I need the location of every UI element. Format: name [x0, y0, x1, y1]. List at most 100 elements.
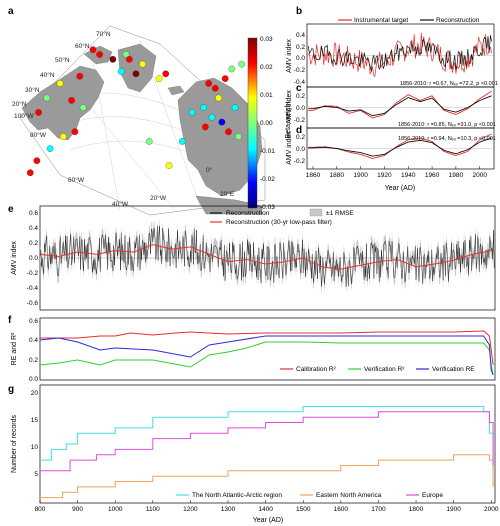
- b-series-instrumental: [307, 32, 492, 77]
- map-lat-label: 20°N: [12, 100, 27, 108]
- legend-item-ver-r2: Verification R²: [364, 366, 405, 373]
- e-series-reconstruction: [39, 225, 495, 287]
- panel-e-legend: Reconstruction ±1 RMSE Reconstruction (3…: [210, 208, 354, 226]
- e-ytick: 0.0: [29, 255, 38, 262]
- panel-d-stat: 1856-2010: r =0.94, Nₑₒ =10.3, p <0.001: [398, 136, 496, 142]
- g-ytick: 20: [31, 390, 39, 397]
- map-panel: 70°N 60°N 50°N 40°N 30°N 20°N 100°W 80°W…: [12, 25, 266, 216]
- e-ylabel: AMV index: [11, 241, 18, 275]
- map-lon-label: 20°E: [220, 190, 235, 198]
- map-site-dot: [132, 70, 140, 78]
- plot-c-series-1: [308, 95, 492, 117]
- panel-c-stat: 1856-2010: r =0.85, Nₑₒ =31.0, p <0.001: [398, 122, 496, 128]
- map-site-dot: [200, 104, 208, 111]
- panel-f-legend: Calibration R² Verification R² Verificat…: [280, 366, 475, 373]
- g-ytick: 15: [31, 417, 39, 424]
- map-site-dot: [68, 96, 75, 104]
- map-site-dot: [71, 128, 79, 136]
- b-series-reconstruction: [307, 35, 492, 72]
- d-ytick: 0.2: [296, 134, 305, 141]
- map-site-dot: [109, 55, 117, 63]
- map-site-dot: [235, 133, 242, 140]
- b-ytick: 0.4: [296, 32, 305, 39]
- d-xlabel: Year (AD): [385, 185, 415, 192]
- legend-item-nat-arctic: The North Atlantic-Arctic region: [192, 492, 282, 499]
- panel-label-e: e: [8, 204, 14, 215]
- colorbar-tick: 0.01: [260, 92, 273, 99]
- colorbar-tick: -0.03: [260, 204, 275, 211]
- g-series-2: [40, 411, 494, 472]
- colorbar-tick: 0.02: [260, 64, 273, 71]
- map-site-dot: [56, 80, 64, 87]
- b-ytick: -0.4: [294, 79, 306, 86]
- d-ytick: -0.2: [294, 158, 306, 165]
- map-site-dot: [117, 68, 125, 75]
- map-lon-label: 0°: [206, 166, 213, 174]
- legend-item-instrumental: Instrumental target: [354, 17, 408, 24]
- legend-item-rmse: ±1 RMSE: [326, 210, 354, 217]
- b-ytick: -0.2: [294, 67, 306, 74]
- g-series-1: [40, 454, 494, 499]
- c-ytick: 0.2: [296, 93, 305, 100]
- panel-label-a: a: [8, 6, 14, 17]
- panel-label-b: b: [296, 6, 302, 17]
- map-site-dot: [76, 72, 84, 80]
- e-ytick: -0.2: [27, 270, 39, 277]
- legend-item-ena: Eastern North America: [316, 492, 382, 499]
- e-ytick: 0.4: [29, 225, 38, 232]
- d-xtick-label: 1900: [353, 172, 368, 179]
- map-site-dot: [96, 51, 103, 58]
- g-xtick-label: 1600: [334, 506, 349, 513]
- f-series-0: [40, 330, 494, 366]
- g-xlabel: Year (AD): [253, 517, 283, 524]
- f-ylabel: RE and R²: [11, 332, 18, 365]
- map-site-dot: [208, 113, 216, 121]
- d-ylabel: AMV index: [286, 131, 293, 165]
- d-xtick-label: 1960: [425, 172, 440, 179]
- colorbar-tick: 0.03: [260, 36, 273, 43]
- map-lon-label: 20°W: [150, 194, 167, 202]
- map-site-dot: [89, 46, 97, 54]
- g-xtick-label: 1500: [296, 506, 311, 513]
- f-series-1: [39, 341, 494, 376]
- map-site-dot: [122, 51, 130, 58]
- map-site-dot: [145, 138, 153, 145]
- map-lon-label: 40°W: [112, 200, 129, 208]
- colorbar-gradient: [247, 37, 258, 209]
- g-ytick: 5: [34, 471, 38, 478]
- g-xtick-label: 1300: [221, 506, 236, 513]
- panel-c-plot: [307, 90, 494, 119]
- g-ylabel: Number of records: [11, 415, 18, 473]
- map-site-dot: [79, 104, 87, 111]
- panel-g-frame: [39, 384, 496, 504]
- b-ytick: 0.0: [296, 55, 305, 62]
- map-site-dot: [33, 157, 41, 165]
- d-xtick-label: 1980: [449, 172, 464, 179]
- g-xtick-label: 1700: [371, 506, 386, 513]
- panel-b-stat: 1856-2010: r =0.67, Nₑₒ =72.2, p <0.001: [400, 81, 498, 87]
- map-site-dot: [162, 70, 170, 78]
- map-site-dot: [218, 118, 226, 126]
- g-series-0: [40, 406, 494, 471]
- c-ytick: 0.0: [296, 105, 305, 112]
- legend-item-europe: Europe: [422, 492, 443, 499]
- f-ytick: 0.4: [29, 337, 38, 344]
- map-land-europe: [177, 77, 263, 197]
- legend-item-reconstruction-e: Reconstruction: [226, 210, 270, 217]
- map-site-dot: [228, 65, 236, 73]
- plot-c-series-0: [308, 90, 492, 119]
- map-site-dot: [178, 138, 186, 145]
- map-site-dot: [26, 169, 34, 177]
- map-site-dot: [165, 162, 173, 169]
- e-ytick: -0.6: [27, 300, 39, 307]
- map-site-dot: [46, 145, 54, 152]
- map-lat-label: 30°N: [25, 86, 40, 94]
- colorbar-tick: -0.02: [260, 176, 275, 183]
- g-ytick: 10: [31, 444, 39, 451]
- f-ytick: 0.6: [29, 318, 38, 325]
- colorbar-label: Beta-weight: [285, 101, 292, 138]
- panel-label-g: g: [8, 384, 14, 395]
- map-site-dot: [221, 75, 229, 82]
- map-site-dot: [202, 123, 209, 131]
